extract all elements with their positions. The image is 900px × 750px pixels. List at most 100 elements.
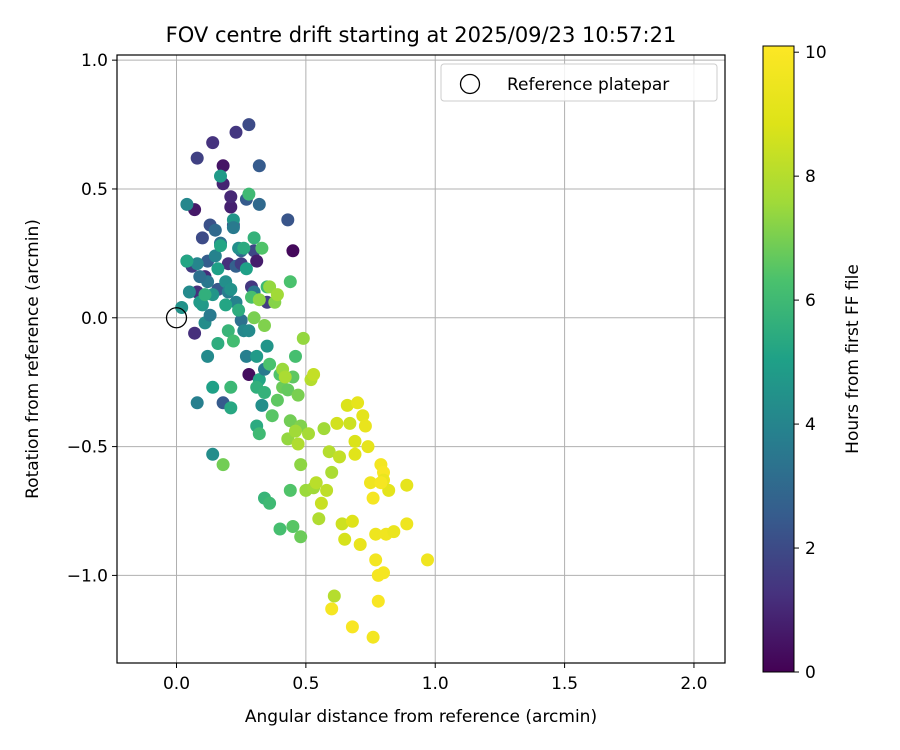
data-point	[263, 496, 277, 510]
data-point	[211, 337, 225, 350]
data-point	[203, 308, 217, 322]
data-point	[270, 393, 284, 407]
data-point	[353, 538, 367, 551]
data-point	[330, 416, 344, 430]
data-point	[309, 476, 323, 490]
data-point	[317, 422, 331, 436]
x-tick-label: 0.5	[292, 674, 319, 694]
data-point	[333, 450, 346, 464]
x-tick-label: 1.5	[551, 674, 578, 694]
data-point	[348, 447, 362, 461]
colorbar-tick-label: 8	[805, 167, 816, 187]
x-axis-label: Angular distance from reference (arcmin)	[245, 707, 597, 727]
data-point	[190, 396, 204, 410]
data-point	[216, 159, 230, 173]
x-tick-label: 0.0	[163, 674, 190, 694]
reference-marker	[165, 307, 188, 329]
data-point	[242, 368, 256, 381]
data-point	[377, 566, 390, 580]
data-point	[343, 416, 357, 430]
data-points	[165, 118, 434, 644]
data-point	[188, 326, 202, 340]
data-point	[421, 553, 434, 567]
colorbar-ticks: 0 2 4 6 8 10	[794, 43, 827, 683]
data-point	[291, 437, 305, 451]
data-point	[224, 282, 238, 296]
data-point	[358, 419, 372, 433]
data-point	[208, 249, 222, 263]
data-point	[195, 231, 209, 245]
data-point	[307, 368, 321, 381]
data-point	[180, 254, 194, 268]
data-point	[242, 118, 256, 132]
data-point	[260, 339, 274, 353]
data-point	[214, 169, 227, 183]
data-point	[371, 594, 385, 608]
data-point	[294, 530, 308, 544]
data-point	[281, 213, 295, 227]
data-point	[255, 398, 269, 412]
data-point	[325, 602, 339, 616]
chart-title: FOV centre drift starting at 2025/09/23 …	[166, 23, 677, 47]
data-point	[345, 620, 359, 634]
data-point	[242, 324, 256, 338]
y-tick-label: 0.0	[81, 309, 108, 329]
data-point	[258, 319, 271, 332]
data-point	[242, 187, 256, 201]
data-point	[283, 414, 297, 428]
data-point	[348, 434, 362, 448]
x-axis-ticks: 0.0 0.5 1.0 1.5 2.0	[163, 663, 707, 694]
data-point	[289, 349, 302, 363]
data-point	[250, 254, 264, 268]
data-point	[206, 136, 220, 150]
data-point	[281, 383, 295, 397]
colorbar-label: Hours from first FF file	[843, 264, 863, 454]
data-point	[387, 525, 401, 539]
x-tick-label: 1.0	[422, 674, 449, 694]
data-point	[327, 589, 341, 603]
data-point	[361, 440, 375, 454]
plot-frame	[116, 54, 726, 664]
data-point	[335, 517, 349, 531]
data-point	[252, 293, 266, 307]
data-point	[366, 491, 380, 505]
data-point	[190, 257, 204, 271]
colorbar-tick-label: 10	[805, 43, 827, 63]
data-point	[369, 553, 383, 567]
y-axis-label: Rotation from reference (arcmin)	[23, 219, 43, 499]
data-point	[224, 401, 238, 415]
data-point	[340, 398, 354, 412]
data-point	[322, 445, 336, 459]
data-point	[175, 301, 189, 314]
data-point	[224, 380, 238, 394]
colorbar-tick-label: 6	[805, 291, 816, 311]
legend-label: Reference platepar	[507, 75, 669, 95]
data-point	[294, 458, 308, 472]
data-point	[216, 458, 230, 472]
y-tick-label: −0.5	[67, 438, 108, 458]
data-point	[252, 197, 266, 211]
grid-lines	[117, 55, 725, 663]
data-point	[219, 298, 233, 312]
data-point	[283, 275, 297, 289]
data-point	[208, 223, 222, 237]
data-point	[226, 221, 240, 235]
data-point	[180, 197, 194, 211]
data-point	[190, 151, 204, 165]
data-point	[250, 349, 264, 363]
data-point	[239, 349, 253, 363]
data-point	[229, 125, 243, 139]
data-point	[221, 324, 235, 338]
data-point	[278, 370, 292, 384]
data-point	[239, 262, 253, 276]
data-point	[400, 478, 414, 492]
y-tick-label: 1.0	[81, 51, 108, 71]
y-axis-ticks: 1.0 0.5 0.0 −0.5 −1.0	[67, 51, 117, 586]
data-point	[283, 483, 297, 497]
data-point	[289, 424, 302, 438]
data-point	[325, 465, 339, 479]
data-point	[356, 409, 370, 423]
data-point	[265, 409, 279, 423]
data-point	[296, 331, 310, 345]
